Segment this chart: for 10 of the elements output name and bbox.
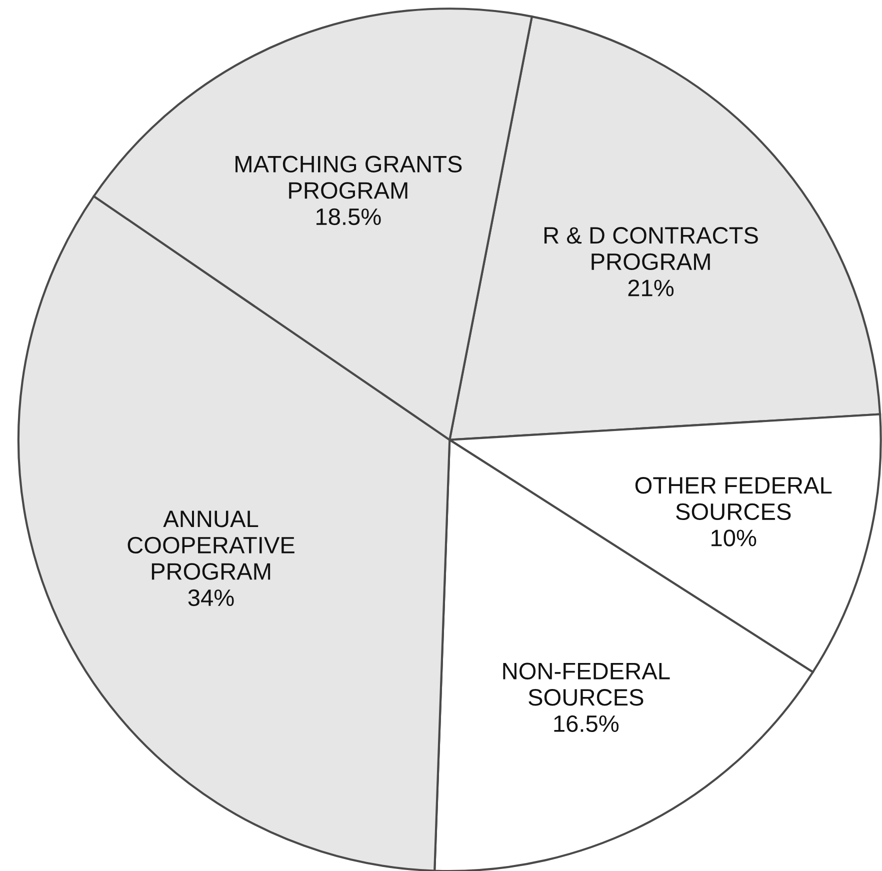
data-label: 16.5% bbox=[554, 715, 619, 732]
slice-label: OTHER FEDERAL SOURCES bbox=[635, 477, 832, 520]
slice-label: R & D CONTRACTS PROGRAM bbox=[544, 227, 758, 270]
slice-label: ANNUAL COOPERATIVE PROGRAM bbox=[128, 510, 294, 580]
data-label: 34% bbox=[188, 589, 234, 606]
slice-label: MATCHING GRANTS PROGRAM bbox=[236, 156, 462, 199]
data-label: 18.5% bbox=[316, 208, 381, 226]
slice-label: NON-FEDERAL SOURCES bbox=[503, 662, 670, 706]
data-label: 10% bbox=[712, 530, 756, 546]
data-label: 21% bbox=[628, 280, 674, 296]
